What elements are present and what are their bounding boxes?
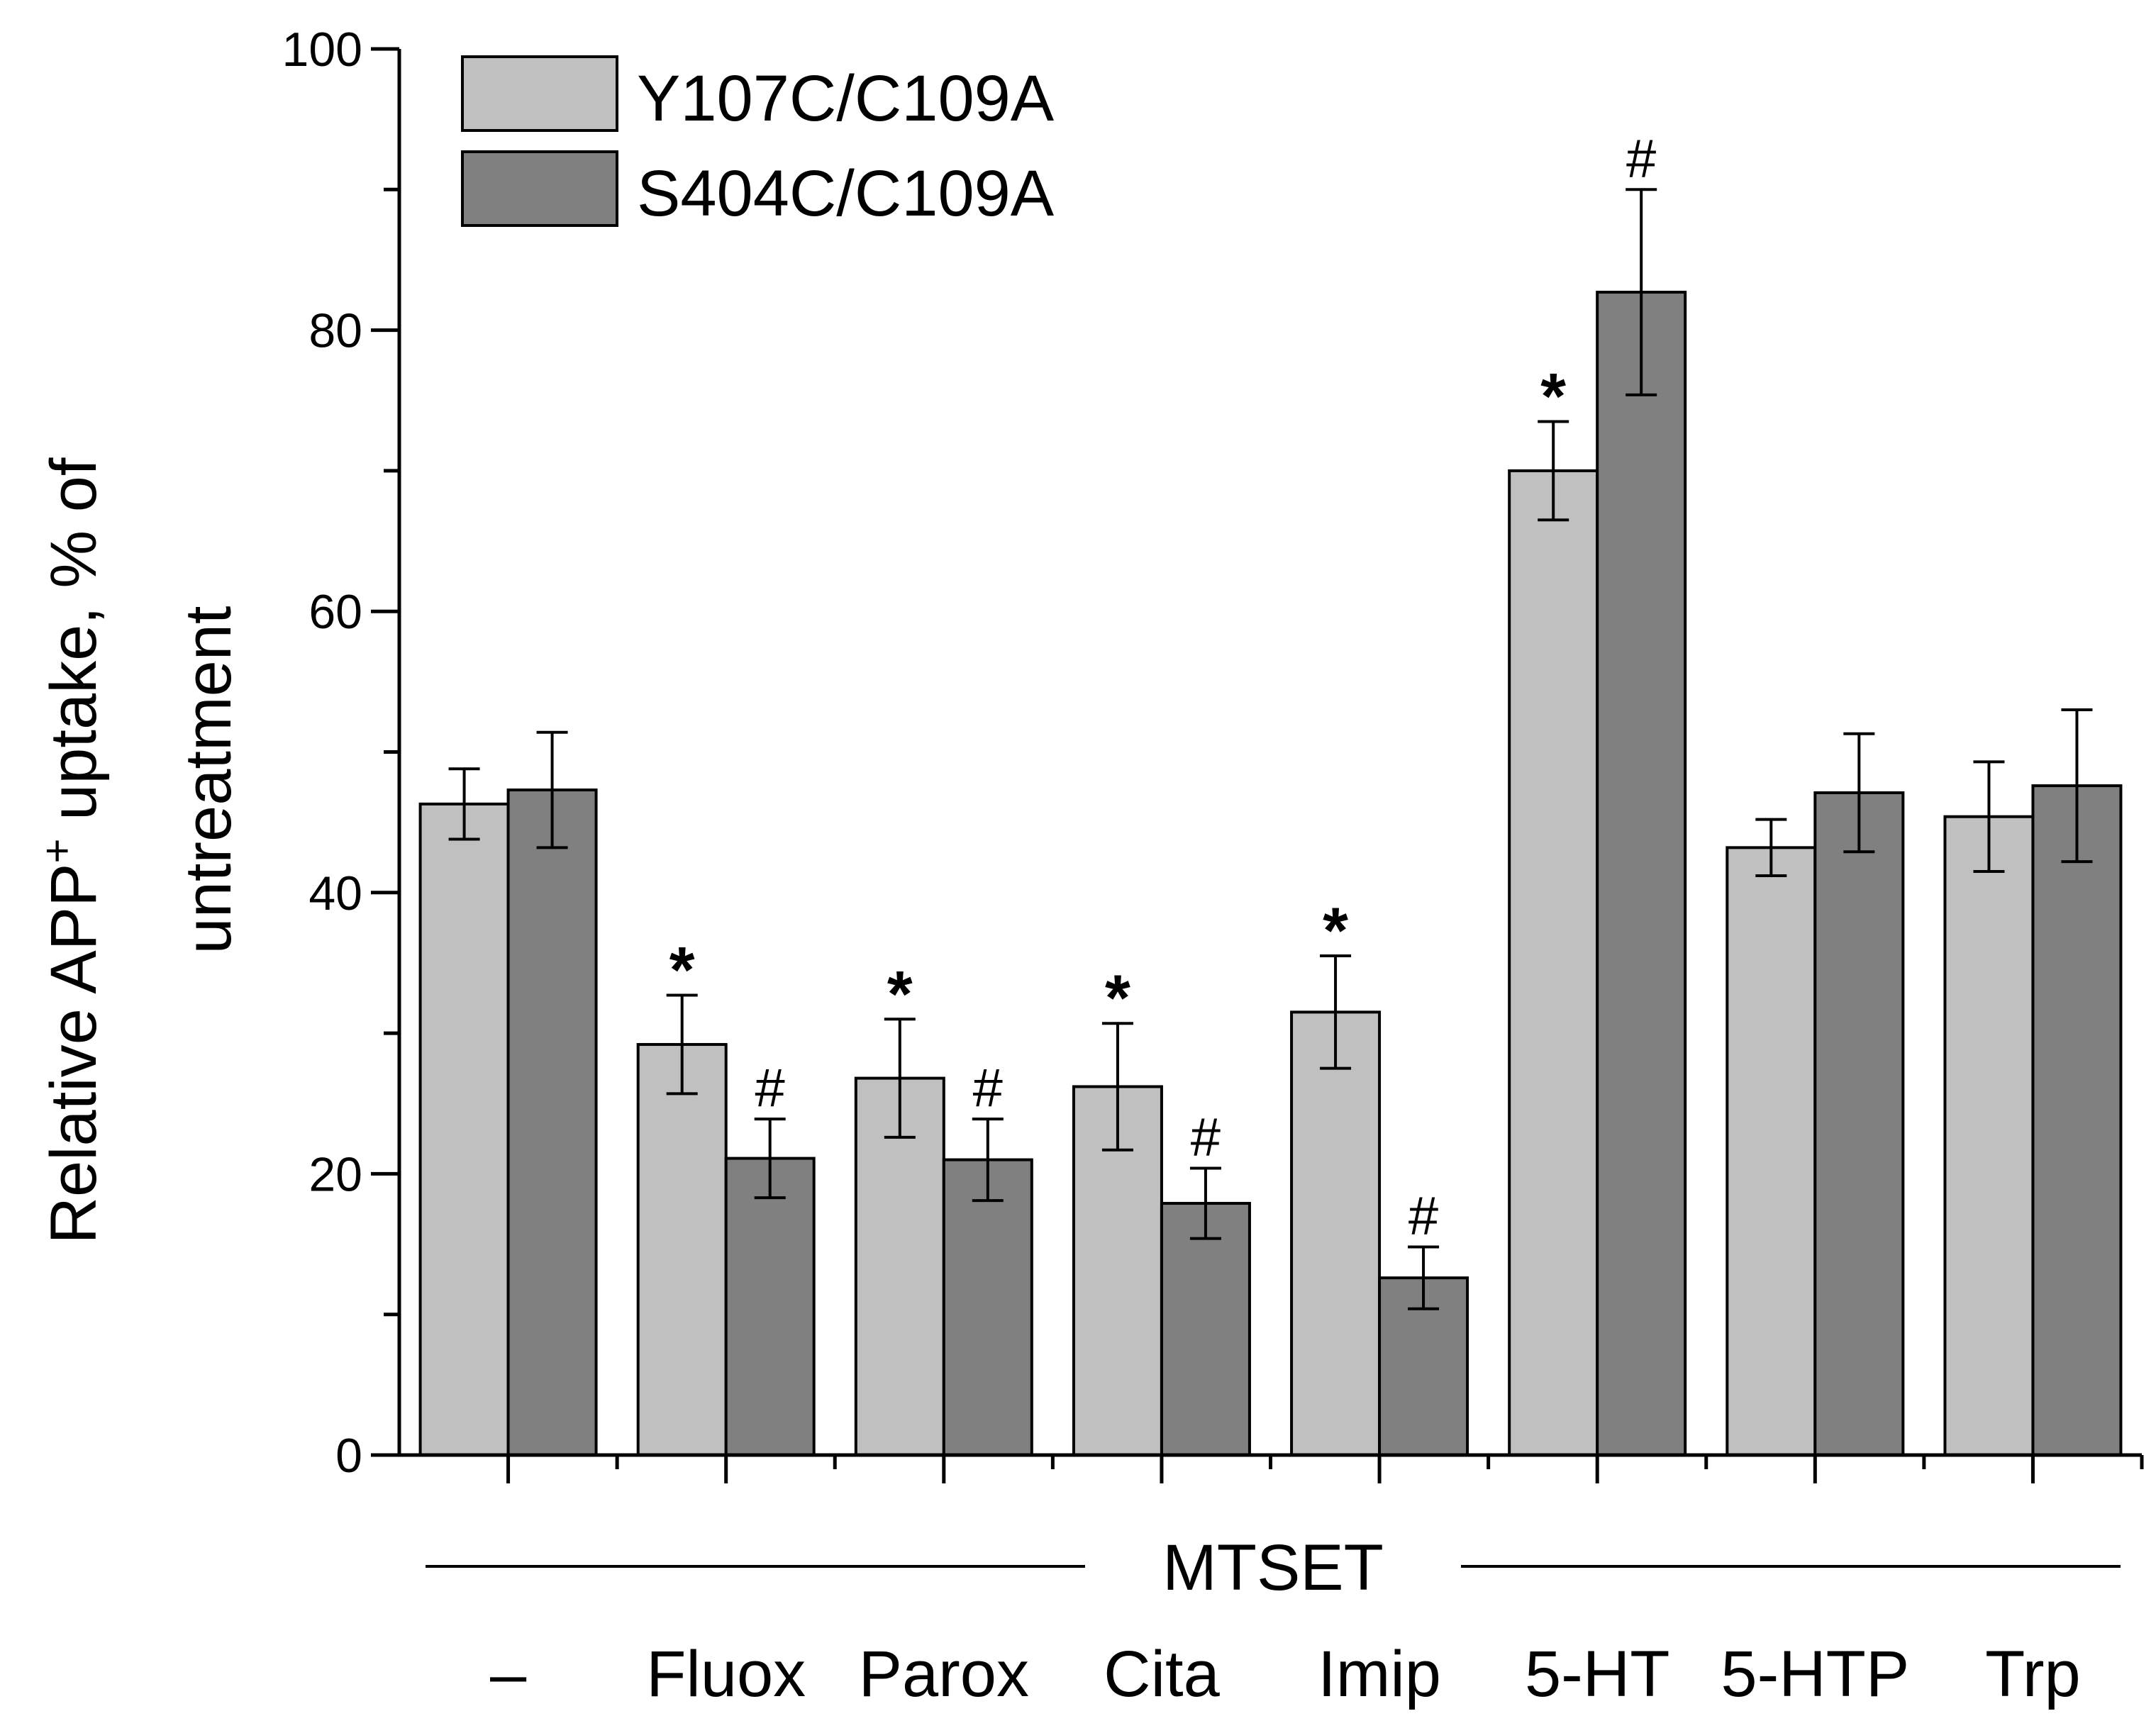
bar-s404c-5 [1596, 291, 1687, 1457]
asterisk-marker-1: * [669, 935, 695, 1007]
legend-swatch-y107c [461, 55, 618, 132]
bar-y107c-2 [854, 1076, 945, 1456]
y-tick-label-1: 20 [309, 1147, 362, 1201]
asterisk-marker-5: * [1540, 360, 1566, 433]
bar-y107c-4 [1290, 1010, 1382, 1456]
hash-marker-1: # [755, 1058, 785, 1118]
bar-y107c-0 [418, 802, 510, 1456]
category-label-3: Cita [1104, 1638, 1220, 1710]
category-label-4: Imip [1318, 1638, 1441, 1710]
bar-y107c-6 [1726, 846, 1817, 1456]
bars-layer [418, 291, 2123, 1457]
y-axis-label-line2: untreatment [172, 606, 245, 954]
y-tick-label-2: 40 [309, 866, 362, 920]
mtset-label: MTSET [1162, 1532, 1384, 1604]
legend-swatch-s404c [461, 150, 618, 227]
category-label-5: 5-HT [1525, 1638, 1669, 1710]
bar-y107c-5 [1508, 469, 1599, 1456]
legend-label-y107c: Y107C/C109A [637, 62, 1055, 135]
y-tick-label-3: 60 [309, 585, 362, 639]
hash-marker-3: # [1191, 1107, 1221, 1167]
category-label-2: Parox [859, 1638, 1029, 1710]
bar-s404c-3 [1160, 1202, 1251, 1456]
asterisk-marker-3: * [1105, 962, 1130, 1035]
y-axis-label: Relative APP+ uptake, % of [33, 457, 110, 1244]
y-tick-label-5: 100 [282, 23, 362, 77]
category-label-1: Fluox [646, 1638, 806, 1710]
legend: Y107C/C109A S404C/C109A [461, 55, 1055, 230]
bar-s404c-0 [506, 789, 598, 1456]
category-label-6: 5-HTP [1721, 1638, 1909, 1710]
category-labels: – Fluox Parox Cita Imip 5-HT 5-HTP Trp [490, 1638, 2081, 1710]
hash-marker-5: # [1626, 128, 1656, 189]
bar-y107c-7 [1943, 815, 2035, 1456]
significance-layer: * # * # * # * # * # [669, 128, 1657, 1246]
error-bars-layer [448, 188, 2093, 1310]
category-label-0: – [490, 1638, 527, 1710]
y-tick-label-0: 0 [335, 1429, 362, 1483]
hash-marker-2: # [973, 1058, 1003, 1118]
asterisk-marker-4: * [1323, 895, 1348, 967]
legend-label-s404c: S404C/C109A [637, 157, 1055, 230]
axes-layer: 0 20 40 60 80 100 [282, 23, 2144, 1483]
hash-marker-4: # [1408, 1186, 1438, 1247]
asterisk-marker-2: * [887, 958, 913, 1030]
bar-s404c-7 [2031, 784, 2123, 1457]
bar-s404c-6 [1813, 791, 1905, 1456]
bar-s404c-1 [724, 1157, 816, 1457]
y-tick-label-4: 80 [309, 304, 362, 358]
category-label-7: Trp [1985, 1638, 2081, 1710]
bar-s404c-2 [942, 1158, 1033, 1456]
bar-y107c-1 [636, 1042, 728, 1456]
